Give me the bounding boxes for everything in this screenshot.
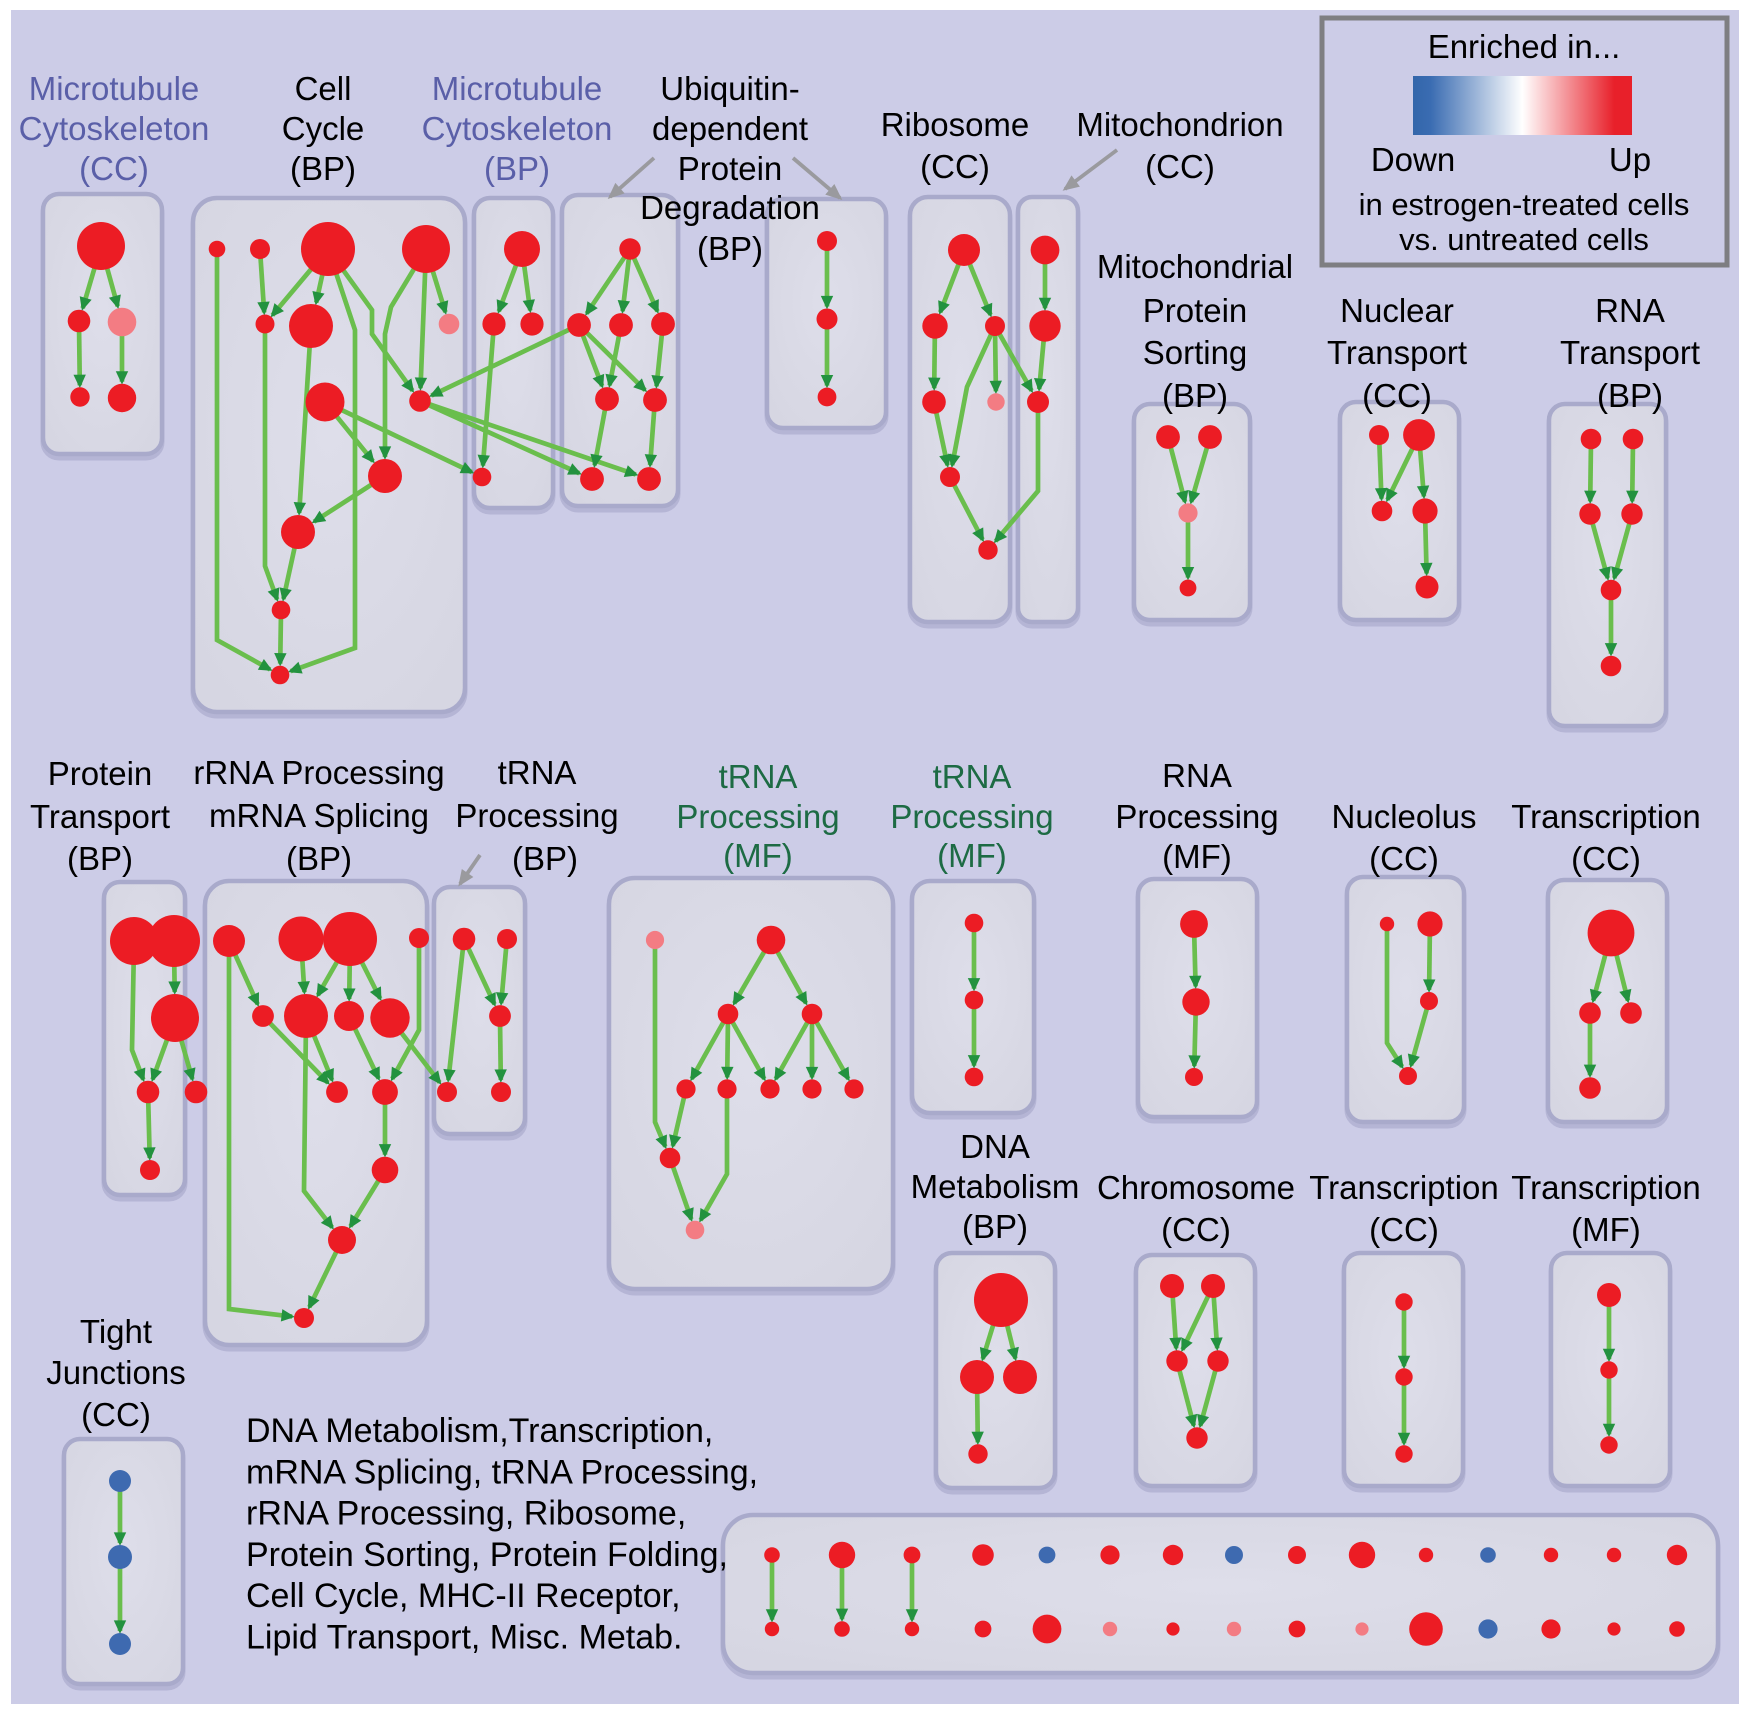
svg-text:(BP): (BP) bbox=[484, 150, 550, 187]
svg-text:(CC): (CC) bbox=[920, 148, 990, 185]
svg-text:Microtubule: Microtubule bbox=[29, 70, 200, 107]
svg-text:Processing: Processing bbox=[455, 797, 618, 834]
svg-text:(BP): (BP) bbox=[962, 1208, 1028, 1245]
svg-text:Degradation: Degradation bbox=[640, 189, 820, 226]
svg-text:RNA: RNA bbox=[1595, 292, 1665, 329]
svg-text:vs. untreated cells: vs. untreated cells bbox=[1399, 222, 1649, 257]
svg-text:Transcription: Transcription bbox=[1309, 1169, 1499, 1206]
svg-text:mRNA Splicing: mRNA Splicing bbox=[209, 797, 429, 834]
svg-text:Cytoskeleton: Cytoskeleton bbox=[19, 110, 210, 147]
svg-text:in estrogen-treated cells: in estrogen-treated cells bbox=[1359, 187, 1690, 222]
svg-text:rRNA Processing, Ribosome,: rRNA Processing, Ribosome, bbox=[246, 1495, 686, 1533]
svg-text:Chromosome: Chromosome bbox=[1097, 1169, 1295, 1206]
svg-text:Protein: Protein bbox=[1143, 292, 1248, 329]
svg-text:(BP): (BP) bbox=[290, 150, 356, 187]
svg-text:Cell: Cell bbox=[295, 70, 352, 107]
svg-text:Lipid Transport, Misc. Metab.: Lipid Transport, Misc. Metab. bbox=[246, 1619, 683, 1657]
svg-text:(CC): (CC) bbox=[1369, 1211, 1439, 1248]
svg-text:Protein Sorting, Protein Foldi: Protein Sorting, Protein Folding, bbox=[246, 1536, 728, 1574]
svg-text:tRNA: tRNA bbox=[933, 758, 1012, 795]
svg-text:Mitochondrial: Mitochondrial bbox=[1097, 248, 1293, 285]
svg-text:Enriched in...: Enriched in... bbox=[1428, 28, 1621, 65]
svg-text:(BP): (BP) bbox=[512, 840, 578, 877]
svg-text:rRNA Processing: rRNA Processing bbox=[193, 754, 444, 791]
svg-text:Transport: Transport bbox=[1327, 334, 1467, 371]
svg-text:tRNA: tRNA bbox=[498, 754, 577, 791]
svg-text:tRNA: tRNA bbox=[719, 758, 798, 795]
svg-text:RNA: RNA bbox=[1162, 757, 1232, 794]
svg-text:Sorting: Sorting bbox=[1143, 334, 1248, 371]
svg-text:Up: Up bbox=[1609, 141, 1651, 178]
svg-text:(BP): (BP) bbox=[1162, 377, 1228, 414]
svg-text:mRNA Splicing, tRNA Processing: mRNA Splicing, tRNA Processing, bbox=[246, 1453, 758, 1491]
svg-text:(MF): (MF) bbox=[1571, 1211, 1641, 1248]
svg-text:Transcription: Transcription bbox=[1511, 798, 1701, 835]
svg-text:(MF): (MF) bbox=[1162, 838, 1232, 875]
svg-text:Mitochondrion: Mitochondrion bbox=[1076, 106, 1283, 143]
svg-text:(BP): (BP) bbox=[67, 840, 133, 877]
svg-text:Transport: Transport bbox=[30, 798, 170, 835]
svg-text:DNA: DNA bbox=[960, 1128, 1030, 1165]
svg-text:Cell Cycle, MHC-II Receptor,: Cell Cycle, MHC-II Receptor, bbox=[246, 1577, 681, 1615]
svg-text:Tight: Tight bbox=[80, 1313, 152, 1350]
svg-text:(CC): (CC) bbox=[1145, 148, 1215, 185]
svg-text:Down: Down bbox=[1371, 141, 1455, 178]
svg-text:(BP): (BP) bbox=[286, 840, 352, 877]
svg-text:(BP): (BP) bbox=[1597, 377, 1663, 414]
svg-text:Nuclear: Nuclear bbox=[1340, 292, 1454, 329]
svg-text:Cycle: Cycle bbox=[282, 110, 365, 147]
svg-text:Metabolism: Metabolism bbox=[911, 1168, 1080, 1205]
svg-text:(CC): (CC) bbox=[1369, 840, 1439, 877]
svg-text:(CC): (CC) bbox=[1571, 840, 1641, 877]
svg-text:Junctions: Junctions bbox=[46, 1354, 185, 1391]
svg-text:(CC): (CC) bbox=[1362, 377, 1432, 414]
svg-text:Processing: Processing bbox=[890, 798, 1053, 835]
svg-text:Processing: Processing bbox=[1115, 798, 1278, 835]
svg-text:(CC): (CC) bbox=[81, 1396, 151, 1433]
svg-text:dependent: dependent bbox=[652, 110, 808, 147]
svg-text:Protein: Protein bbox=[48, 755, 153, 792]
svg-text:(BP): (BP) bbox=[697, 230, 763, 267]
svg-text:Ubiquitin-: Ubiquitin- bbox=[660, 70, 799, 107]
svg-text:(CC): (CC) bbox=[1161, 1211, 1231, 1248]
svg-text:(CC): (CC) bbox=[79, 150, 149, 187]
svg-text:Processing: Processing bbox=[676, 798, 839, 835]
svg-text:(MF): (MF) bbox=[937, 837, 1007, 874]
svg-text:(MF): (MF) bbox=[723, 837, 793, 874]
svg-text:DNA Metabolism,Transcription,: DNA Metabolism,Transcription, bbox=[246, 1412, 713, 1450]
svg-text:Nucleolus: Nucleolus bbox=[1332, 798, 1477, 835]
svg-text:Ribosome: Ribosome bbox=[881, 106, 1030, 143]
svg-text:Transport: Transport bbox=[1560, 334, 1700, 371]
svg-text:Transcription: Transcription bbox=[1511, 1169, 1701, 1206]
svg-text:Microtubule: Microtubule bbox=[432, 70, 603, 107]
svg-text:Protein: Protein bbox=[678, 150, 783, 187]
svg-text:Cytoskeleton: Cytoskeleton bbox=[422, 110, 613, 147]
